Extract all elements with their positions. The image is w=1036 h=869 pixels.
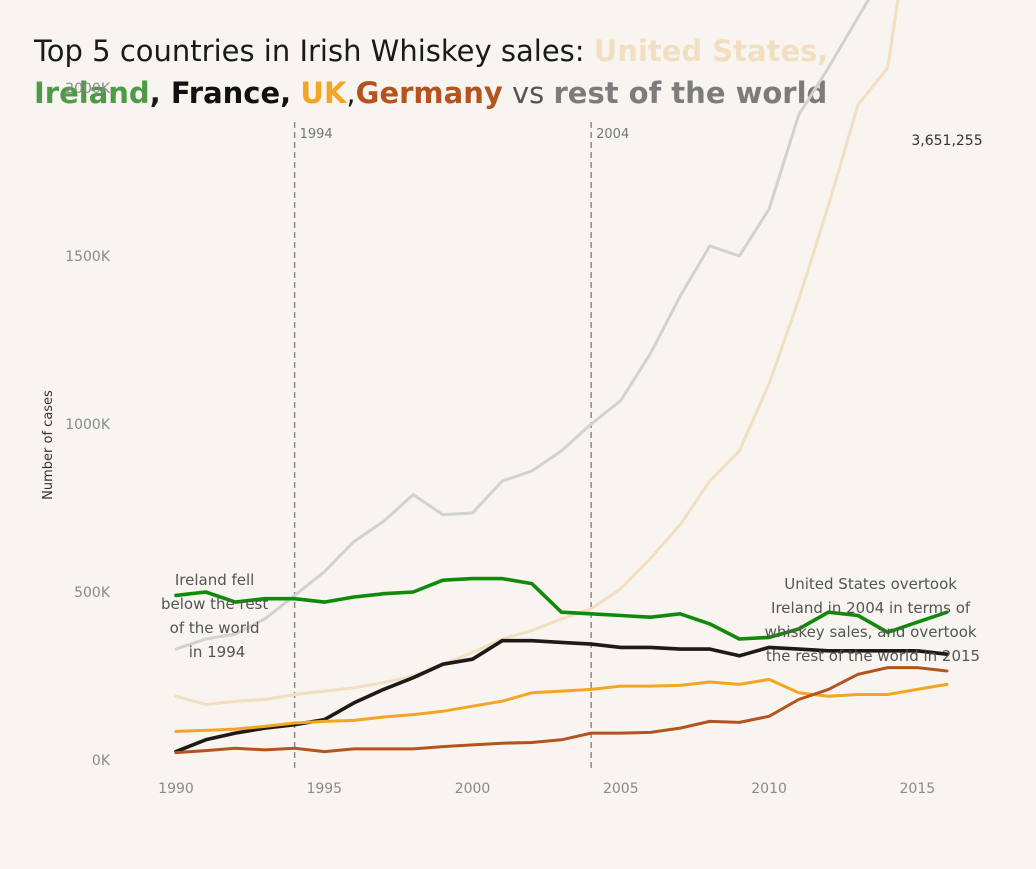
reference-line-label: 1994 <box>300 127 333 142</box>
title-germany: Germany <box>355 76 503 110</box>
y-tick-label: 1500K <box>65 249 111 265</box>
series-lines <box>174 0 949 755</box>
annotation-ireland-line-4: in 1994 <box>189 643 246 661</box>
series-line-rest-of-the-world <box>174 0 870 651</box>
series-line-ireland <box>174 576 949 641</box>
x-tick-label: 2015 <box>900 781 936 797</box>
title-vs: vs <box>502 76 554 110</box>
x-tick-label: 1995 <box>306 781 342 797</box>
x-ticks: 1990 1995 2000 2005 2010 2015 <box>158 781 935 797</box>
x-tick-label: 2010 <box>751 781 787 797</box>
y-tick-label: 0K <box>92 753 111 769</box>
y-tick-label: 2000K <box>65 81 111 97</box>
chart-title: Top 5 countries in Irish Whiskey sales: … <box>34 30 994 114</box>
title-ireland: Ireland <box>34 76 150 110</box>
series-line-united-states <box>174 0 900 707</box>
annotation-us: United States overtook Ireland in 2004 i… <box>765 575 982 665</box>
annotation-us-line-2: Ireland in 2004 in terms of <box>771 599 971 617</box>
title-france: France, <box>170 76 292 110</box>
reference-lines: 1994 2004 <box>293 122 629 770</box>
x-tick-label: 2005 <box>603 781 639 797</box>
series-line-germany <box>174 666 949 755</box>
x-tick-label: 1990 <box>158 781 194 797</box>
y-tick-label: 1000K <box>65 417 111 433</box>
title-rest-of-world: rest of the world <box>553 76 828 110</box>
y-tick-label: 500K <box>74 585 111 601</box>
annotation-us-line-3: whiskey sales, and overtook <box>765 623 977 641</box>
y-ticks: 0K500K1000K1500K2000K2500K3000K3500K <box>65 81 111 769</box>
title-prefix: Top 5 countries in Irish Whiskey sales: <box>34 34 594 68</box>
annotation-us-line-1: United States overtook <box>784 575 957 593</box>
x-tick-label: 2000 <box>455 781 491 797</box>
annotation-ireland-line-3: of the world <box>170 619 260 637</box>
title-sep-4: , <box>346 76 356 110</box>
series-line-uk <box>174 677 949 733</box>
reference-line-label: 2004 <box>596 127 629 142</box>
annotation-ireland-line-1: Ireland fell <box>175 571 255 589</box>
y-axis-label: Number of cases <box>41 390 56 500</box>
annotation-us-line-4: the rest of the world in 2015 <box>766 647 980 665</box>
title-united-states: United States, <box>593 34 829 68</box>
title-uk: UK <box>300 76 347 110</box>
title-sep-2: , <box>149 76 171 110</box>
annotation-ireland: Ireland fell below the rest of the world… <box>161 571 273 661</box>
us-endpoint-label: 3,651,255 <box>911 133 982 149</box>
annotation-ireland-line-2: below the rest <box>161 595 268 613</box>
